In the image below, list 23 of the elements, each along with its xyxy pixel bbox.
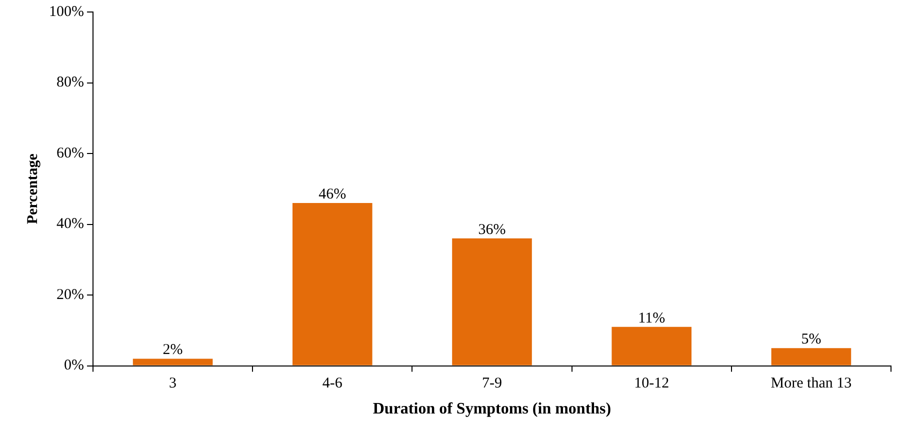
data-label: 46%: [318, 186, 346, 202]
x-tick-label: More than 13: [770, 376, 852, 392]
y-tick-label: 80%: [56, 74, 84, 91]
x-tick-label: 10-12: [634, 376, 670, 392]
data-label: 11%: [638, 310, 666, 326]
y-tick-label: 100%: [48, 4, 84, 20]
bar: [132, 358, 213, 366]
x-tick-label: 3: [169, 376, 177, 392]
x-tick-label: 4-6: [322, 376, 343, 392]
y-axis-title: Percentage: [24, 153, 41, 224]
y-tick-label: 20%: [56, 286, 84, 303]
data-label: 5%: [801, 332, 822, 348]
y-tick-label: 0%: [64, 358, 84, 374]
y-tick-label: 60%: [56, 145, 84, 162]
y-tick-label: 40%: [56, 216, 84, 232]
x-axis-title: Duration of Symptoms (in months): [372, 400, 612, 418]
bar: [612, 326, 692, 366]
x-tick-label: 7-9: [482, 376, 502, 392]
bar: [292, 203, 372, 366]
bar: [452, 238, 532, 366]
bar: [771, 348, 852, 366]
data-label: 36%: [478, 222, 506, 238]
data-label: 2%: [162, 342, 183, 358]
